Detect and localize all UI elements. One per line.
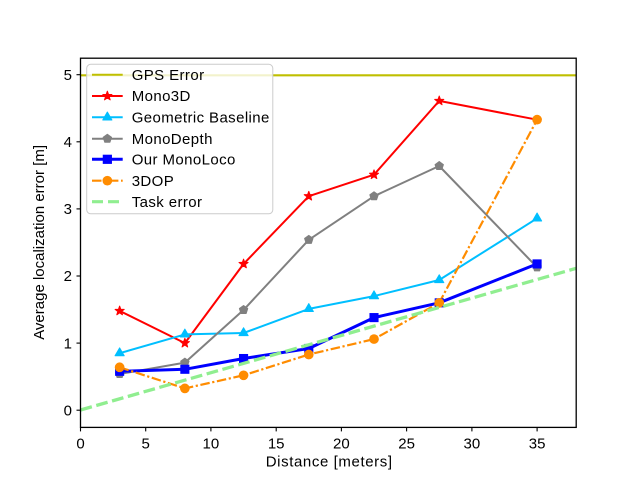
svg-text:5: 5 — [64, 67, 72, 84]
svg-text:2: 2 — [64, 268, 72, 285]
svg-text:Average localization error [m]: Average localization error [m] — [31, 145, 48, 340]
svg-text:Our MonoLoco: Our MonoLoco — [132, 152, 236, 169]
svg-text:15: 15 — [268, 436, 285, 453]
svg-text:GPS Error: GPS Error — [132, 67, 205, 84]
svg-text:Task error: Task error — [132, 194, 203, 211]
svg-text:30: 30 — [464, 436, 481, 453]
svg-text:0: 0 — [76, 436, 84, 453]
svg-text:Distance [meters]: Distance [meters] — [266, 454, 393, 471]
svg-text:25: 25 — [398, 436, 415, 453]
svg-text:Mono3D: Mono3D — [132, 88, 191, 105]
svg-text:35: 35 — [529, 436, 546, 453]
svg-text:3: 3 — [64, 201, 72, 218]
svg-text:1: 1 — [64, 335, 72, 352]
svg-text:MonoDepth: MonoDepth — [132, 131, 213, 148]
svg-text:5: 5 — [142, 436, 150, 453]
svg-text:3DOP: 3DOP — [132, 173, 174, 190]
svg-text:10: 10 — [203, 436, 220, 453]
svg-text:0: 0 — [64, 402, 72, 419]
svg-text:Geometric Baseline: Geometric Baseline — [132, 110, 270, 127]
svg-text:4: 4 — [64, 134, 72, 151]
svg-text:20: 20 — [333, 436, 350, 453]
